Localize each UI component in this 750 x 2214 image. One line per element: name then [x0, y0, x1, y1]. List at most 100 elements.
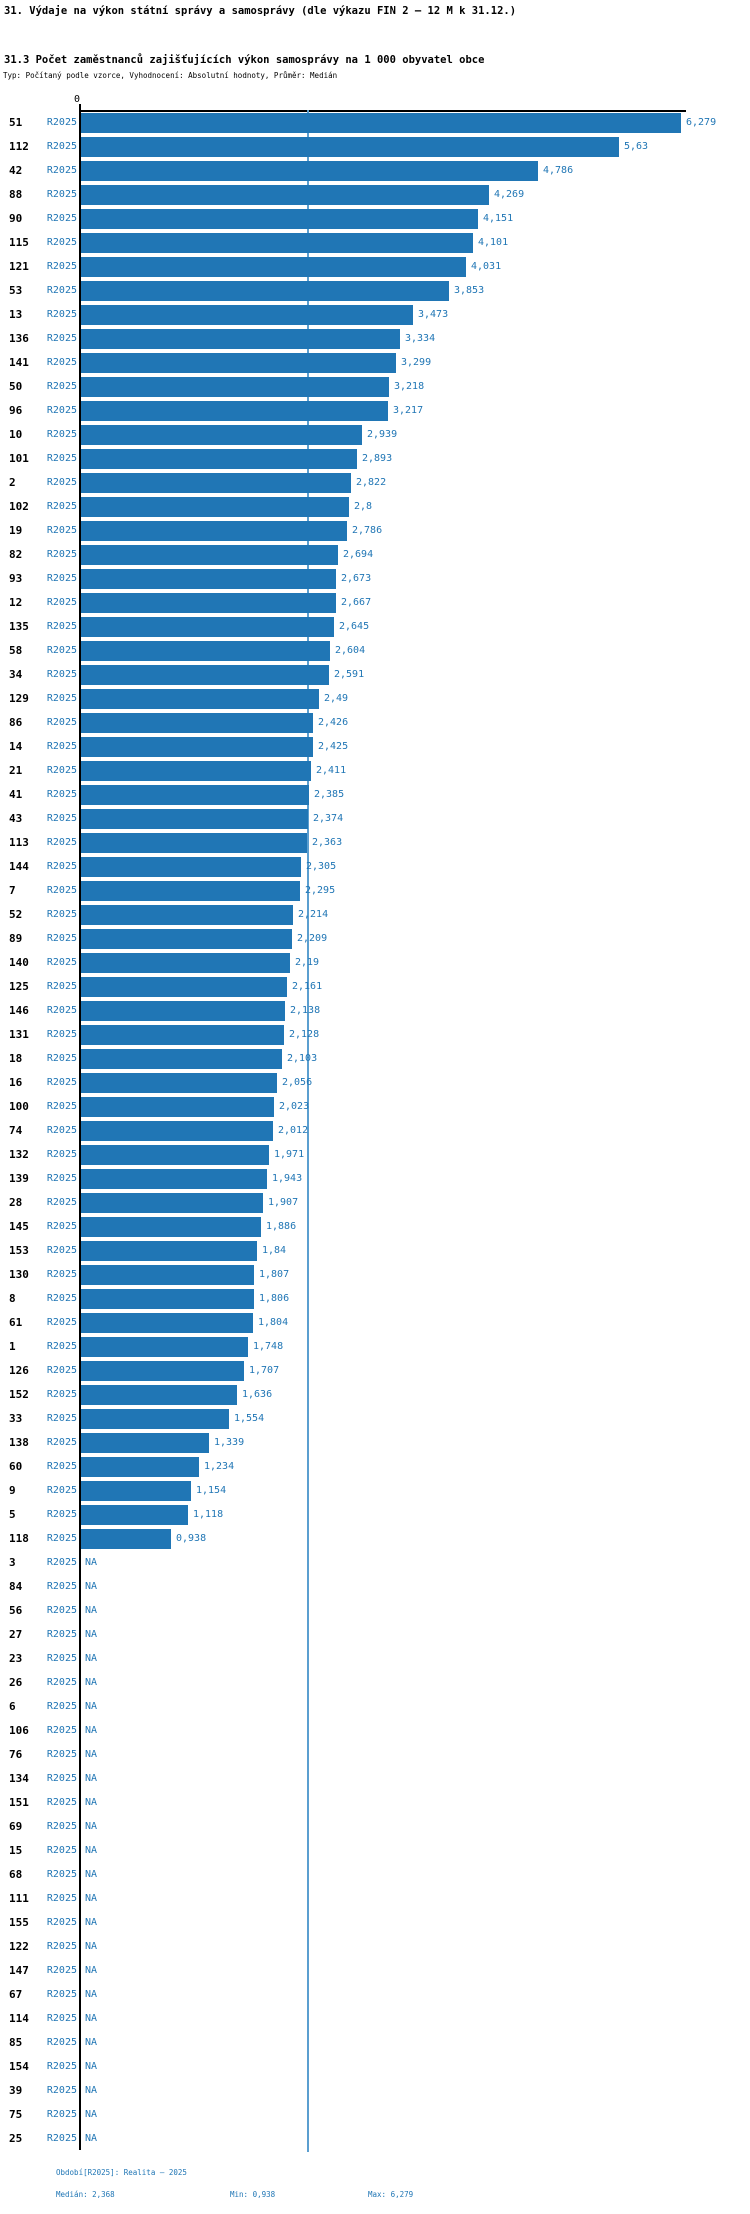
value-bar[interactable]: [81, 569, 336, 589]
value-bar[interactable]: [81, 689, 319, 709]
value-bar[interactable]: [81, 1049, 282, 1069]
row-id-label: 121: [9, 260, 29, 273]
value-bar[interactable]: [81, 833, 307, 853]
row-id-label: 10: [9, 428, 23, 441]
row-period-label: R2025: [46, 1053, 77, 1064]
value-bar[interactable]: [81, 1481, 191, 1501]
row-id-label: 58: [9, 644, 23, 657]
value-bar[interactable]: [81, 1337, 248, 1357]
value-bar[interactable]: [81, 713, 313, 733]
value-bar[interactable]: [81, 425, 362, 445]
value-bar[interactable]: [81, 1361, 244, 1381]
value-bar[interactable]: [81, 617, 334, 637]
chart-row: 18 R2025 2,103: [0, 1049, 750, 1073]
value-label: 2,214: [298, 909, 329, 920]
value-bar[interactable]: [81, 1313, 253, 1333]
chart-row: 12 R2025 2,667: [0, 593, 750, 617]
value-bar[interactable]: [81, 1505, 188, 1525]
value-bar[interactable]: [81, 353, 396, 373]
value-bar[interactable]: [81, 761, 311, 781]
value-bar[interactable]: [81, 209, 478, 229]
row-period-label: R2025: [46, 1509, 77, 1520]
value-bar[interactable]: [81, 785, 309, 805]
value-label: 2,012: [278, 1125, 309, 1136]
value-bar[interactable]: [81, 809, 308, 829]
value-bar[interactable]: [81, 305, 413, 325]
chart-row: 129 R2025 2,49: [0, 689, 750, 713]
value-bar[interactable]: [81, 1409, 229, 1429]
value-label: 1,707: [249, 1365, 280, 1376]
value-bar[interactable]: [81, 737, 313, 757]
value-bar[interactable]: [81, 857, 301, 877]
value-bar[interactable]: [81, 113, 681, 133]
value-bar[interactable]: [81, 233, 473, 253]
value-bar[interactable]: [81, 953, 290, 973]
value-bar[interactable]: [81, 1193, 263, 1213]
value-label: 5,63: [624, 141, 649, 152]
row-period-label: R2025: [46, 1869, 77, 1880]
chart-row: 88 R2025 4,269: [0, 185, 750, 209]
value-bar[interactable]: [81, 1217, 261, 1237]
value-bar[interactable]: [81, 281, 449, 301]
row-id-label: 25: [9, 2132, 23, 2145]
value-label: NA: [85, 2109, 98, 2120]
row-period-label: R2025: [46, 1797, 77, 1808]
value-bar[interactable]: [81, 593, 336, 613]
value-bar[interactable]: [81, 1097, 274, 1117]
value-label: 2,374: [313, 813, 344, 824]
row-period-label: R2025: [46, 981, 77, 992]
value-bar[interactable]: [81, 449, 357, 469]
row-period-label: R2025: [46, 741, 77, 752]
value-bar[interactable]: [81, 185, 489, 205]
value-bar[interactable]: [81, 1145, 269, 1165]
row-period-label: R2025: [46, 1845, 77, 1856]
value-bar[interactable]: [81, 329, 400, 349]
row-period-label: R2025: [46, 1245, 77, 1256]
value-bar[interactable]: [81, 641, 330, 661]
value-bar[interactable]: [81, 1529, 171, 1549]
row-period-label: R2025: [46, 453, 77, 464]
chart-row: 131 R2025 2,128: [0, 1025, 750, 1049]
value-bar[interactable]: [81, 497, 349, 517]
row-id-label: 85: [9, 2036, 23, 2049]
row-id-label: 106: [9, 1724, 29, 1737]
value-bar[interactable]: [81, 1121, 273, 1141]
value-label: 1,748: [253, 1341, 284, 1352]
value-bar[interactable]: [81, 545, 338, 565]
value-bar[interactable]: [81, 1457, 199, 1477]
value-bar[interactable]: [81, 257, 466, 277]
value-bar[interactable]: [81, 905, 293, 925]
value-bar[interactable]: [81, 1073, 277, 1093]
value-bar[interactable]: [81, 137, 619, 157]
value-bar[interactable]: [81, 161, 538, 181]
value-bar[interactable]: [81, 929, 292, 949]
value-bar[interactable]: [81, 1241, 257, 1261]
value-bar[interactable]: [81, 473, 351, 493]
row-period-label: R2025: [46, 669, 77, 680]
value-bar[interactable]: [81, 1433, 209, 1453]
chart-row: 145 R2025 1,886: [0, 1217, 750, 1241]
value-bar[interactable]: [81, 1025, 284, 1045]
row-id-label: 136: [9, 332, 29, 345]
row-period-label: R2025: [46, 477, 77, 488]
row-id-label: 16: [9, 1076, 23, 1089]
row-period-label: R2025: [46, 717, 77, 728]
row-period-label: R2025: [46, 1773, 77, 1784]
value-bar[interactable]: [81, 1265, 254, 1285]
value-bar[interactable]: [81, 1385, 237, 1405]
value-bar[interactable]: [81, 521, 347, 541]
y-axis-line: [79, 110, 81, 2150]
value-bar[interactable]: [81, 1289, 254, 1309]
value-bar[interactable]: [81, 881, 300, 901]
chart-row: 60 R2025 1,234: [0, 1457, 750, 1481]
row-period-label: R2025: [46, 1893, 77, 1904]
value-bar[interactable]: [81, 401, 388, 421]
value-label: 2,161: [292, 981, 323, 992]
value-bar[interactable]: [81, 977, 287, 997]
value-bar[interactable]: [81, 377, 389, 397]
value-bar[interactable]: [81, 1169, 267, 1189]
value-bar[interactable]: [81, 665, 329, 685]
chart-row: 82 R2025 2,694: [0, 545, 750, 569]
value-bar[interactable]: [81, 1001, 285, 1021]
row-id-label: 53: [9, 284, 23, 297]
